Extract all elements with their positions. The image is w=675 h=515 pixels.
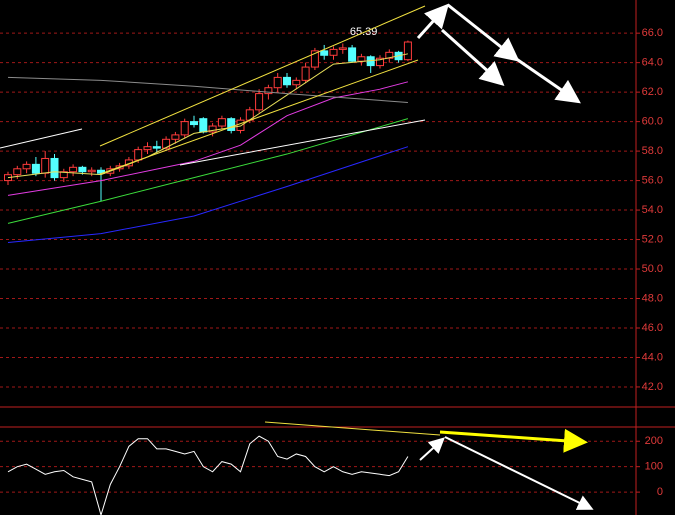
candle-body xyxy=(236,119,245,131)
candle-body xyxy=(152,146,161,149)
candle-body xyxy=(357,56,366,62)
candle-body xyxy=(264,87,273,95)
y-tick-label: 56.0 xyxy=(642,174,663,186)
candle-body xyxy=(310,50,319,68)
candle-body xyxy=(87,169,96,173)
candle-body xyxy=(208,125,217,133)
moving-average xyxy=(7,118,409,224)
candle-body xyxy=(255,93,264,111)
trend-line xyxy=(264,421,441,436)
arrow xyxy=(440,28,505,87)
y-tick-label: 66.0 xyxy=(642,27,663,39)
candle-body xyxy=(190,121,198,126)
candle-body xyxy=(338,47,347,50)
candle-body xyxy=(162,138,171,149)
y-tick-label: 58.0 xyxy=(642,145,663,157)
candle-body xyxy=(320,50,329,56)
moving-average xyxy=(7,81,409,196)
price-panel: 42.0 44.0 46.0 48.0 50.0 52.0 54.0 56.0 58.0 60.0… xyxy=(0,26,663,393)
annotations xyxy=(0,5,441,436)
candle-body xyxy=(199,118,208,133)
arrow xyxy=(444,436,594,510)
arrow xyxy=(439,428,588,453)
y-tick-label: 64.0 xyxy=(642,57,663,69)
candle-body xyxy=(329,48,338,56)
arrow xyxy=(416,3,450,40)
candle-body xyxy=(59,171,68,179)
candle-body xyxy=(50,157,59,179)
candle-body xyxy=(180,121,189,136)
moving-average xyxy=(7,146,409,243)
y-tick-label: 60.0 xyxy=(642,116,663,128)
y-tick-label: 62.0 xyxy=(642,86,663,98)
y-tick-label: 50.0 xyxy=(642,263,663,275)
arrow xyxy=(447,3,520,62)
arrow xyxy=(514,56,581,104)
candle-body xyxy=(31,163,40,174)
indicator-line xyxy=(7,435,409,515)
trend-line xyxy=(0,128,83,149)
y-tick-label: 44.0 xyxy=(642,351,663,363)
y-tick-label: 52.0 xyxy=(642,233,663,245)
y-tick-label: 46.0 xyxy=(642,322,663,334)
candle-body xyxy=(227,118,236,131)
y-tick-label: 42.0 xyxy=(642,381,663,393)
arrow xyxy=(419,437,445,461)
trend-line xyxy=(99,5,426,147)
candle-body xyxy=(292,79,301,86)
candle-body xyxy=(41,157,50,174)
candle-body xyxy=(217,118,226,127)
candle-body xyxy=(69,166,78,173)
candle-body xyxy=(273,76,282,89)
trend-line xyxy=(179,119,426,166)
y-tick-label: 200 xyxy=(645,435,663,447)
y-tick-label: 0 xyxy=(657,486,663,498)
candle-body xyxy=(283,76,291,86)
candle-body xyxy=(22,163,31,170)
y-tick-label: 48.0 xyxy=(642,292,663,304)
arrows xyxy=(416,3,594,510)
candle-body xyxy=(376,57,384,67)
candle-body xyxy=(13,168,22,176)
candle-body xyxy=(134,149,143,161)
candle-body xyxy=(348,47,357,62)
candle-body xyxy=(78,166,87,173)
moving-average xyxy=(7,53,409,179)
candle-body xyxy=(171,134,180,140)
moving-average xyxy=(7,76,408,103)
candle-body xyxy=(301,66,310,81)
y-tick-label: 100 xyxy=(645,461,663,473)
candle-body xyxy=(143,146,152,151)
candle-body xyxy=(403,41,412,61)
y-tick-label: 54.0 xyxy=(642,204,663,216)
trend-line xyxy=(99,59,419,175)
indicator-panel: 0 100 200 xyxy=(0,435,663,515)
